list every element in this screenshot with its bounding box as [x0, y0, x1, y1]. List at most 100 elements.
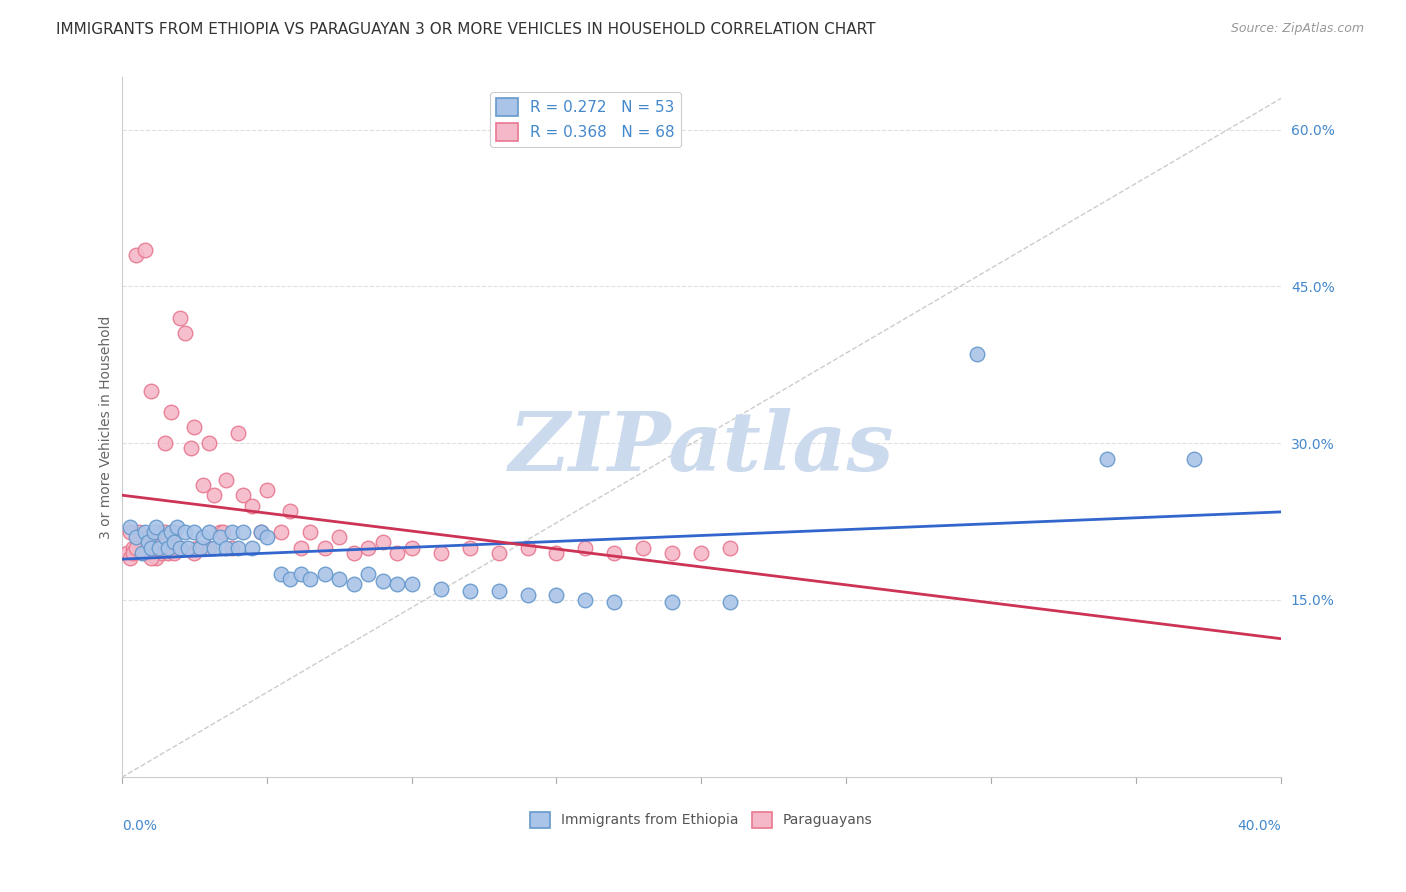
Point: [139, 541, 162, 555]
Text: ZIPatlas: ZIPatlas: [509, 409, 894, 489]
Point: [546, 546, 568, 560]
Point: [574, 541, 596, 555]
Point: [117, 546, 139, 560]
Point: [197, 541, 219, 555]
Point: [328, 530, 350, 544]
Legend: Immigrants from Ethiopia, Paraguayans: Immigrants from Ethiopia, Paraguayans: [524, 806, 879, 833]
Point: [357, 566, 380, 581]
Point: [342, 546, 364, 560]
Point: [250, 524, 273, 539]
Point: [661, 595, 683, 609]
Point: [401, 541, 423, 555]
Point: [232, 524, 254, 539]
Point: [221, 524, 243, 539]
Point: [145, 519, 167, 533]
Point: [169, 310, 191, 325]
Point: [188, 541, 211, 555]
Point: [204, 541, 226, 555]
Point: [169, 541, 191, 555]
Point: [458, 541, 481, 555]
Point: [290, 541, 312, 555]
Point: [209, 524, 232, 539]
Point: [633, 541, 655, 555]
Point: [603, 595, 626, 609]
Point: [401, 577, 423, 591]
Point: [122, 546, 145, 560]
Point: [574, 592, 596, 607]
Point: [166, 541, 188, 555]
Point: [125, 541, 148, 555]
Point: [357, 541, 380, 555]
Point: [1097, 451, 1119, 466]
Point: [690, 546, 713, 560]
Point: [314, 566, 336, 581]
Point: [153, 524, 176, 539]
Point: [516, 588, 538, 602]
Point: [278, 572, 301, 586]
Point: [174, 524, 197, 539]
Point: [603, 546, 626, 560]
Text: 40.0%: 40.0%: [1237, 819, 1281, 833]
Point: [191, 530, 214, 544]
Point: [270, 524, 292, 539]
Point: [134, 243, 156, 257]
Point: [215, 541, 238, 555]
Point: [429, 582, 451, 597]
Point: [371, 574, 394, 588]
Point: [226, 541, 249, 555]
Point: [488, 546, 510, 560]
Point: [458, 584, 481, 599]
Point: [278, 504, 301, 518]
Point: [131, 541, 153, 555]
Point: [145, 551, 167, 566]
Point: [342, 577, 364, 591]
Point: [183, 546, 205, 560]
Point: [1182, 451, 1205, 466]
Text: 0.0%: 0.0%: [122, 819, 156, 833]
Point: [209, 530, 232, 544]
Point: [197, 436, 219, 450]
Point: [299, 572, 322, 586]
Point: [226, 425, 249, 440]
Point: [212, 524, 235, 539]
Point: [371, 535, 394, 549]
Point: [163, 535, 186, 549]
Point: [718, 595, 741, 609]
Point: [136, 535, 159, 549]
Point: [256, 530, 278, 544]
Point: [429, 546, 451, 560]
Point: [120, 524, 142, 539]
Point: [299, 524, 322, 539]
Point: [125, 530, 148, 544]
Point: [125, 248, 148, 262]
Point: [148, 541, 170, 555]
Point: [136, 546, 159, 560]
Point: [139, 384, 162, 398]
Point: [139, 551, 162, 566]
Point: [163, 546, 186, 560]
Point: [145, 541, 167, 555]
Point: [122, 541, 145, 555]
Text: Source: ZipAtlas.com: Source: ZipAtlas.com: [1230, 22, 1364, 36]
Point: [240, 541, 263, 555]
Point: [215, 473, 238, 487]
Point: [134, 546, 156, 560]
Point: [128, 524, 150, 539]
Point: [160, 405, 183, 419]
Point: [232, 488, 254, 502]
Point: [153, 436, 176, 450]
Point: [183, 524, 205, 539]
Point: [131, 546, 153, 560]
Point: [153, 530, 176, 544]
Y-axis label: 3 or more Vehicles in Household: 3 or more Vehicles in Household: [100, 316, 114, 539]
Point: [314, 541, 336, 555]
Point: [157, 546, 180, 560]
Point: [221, 541, 243, 555]
Point: [134, 524, 156, 539]
Point: [966, 347, 988, 361]
Text: IMMIGRANTS FROM ETHIOPIA VS PARAGUAYAN 3 OR MORE VEHICLES IN HOUSEHOLD CORRELATI: IMMIGRANTS FROM ETHIOPIA VS PARAGUAYAN 3…: [56, 22, 876, 37]
Point: [240, 499, 263, 513]
Point: [142, 524, 165, 539]
Point: [157, 541, 180, 555]
Point: [661, 546, 683, 560]
